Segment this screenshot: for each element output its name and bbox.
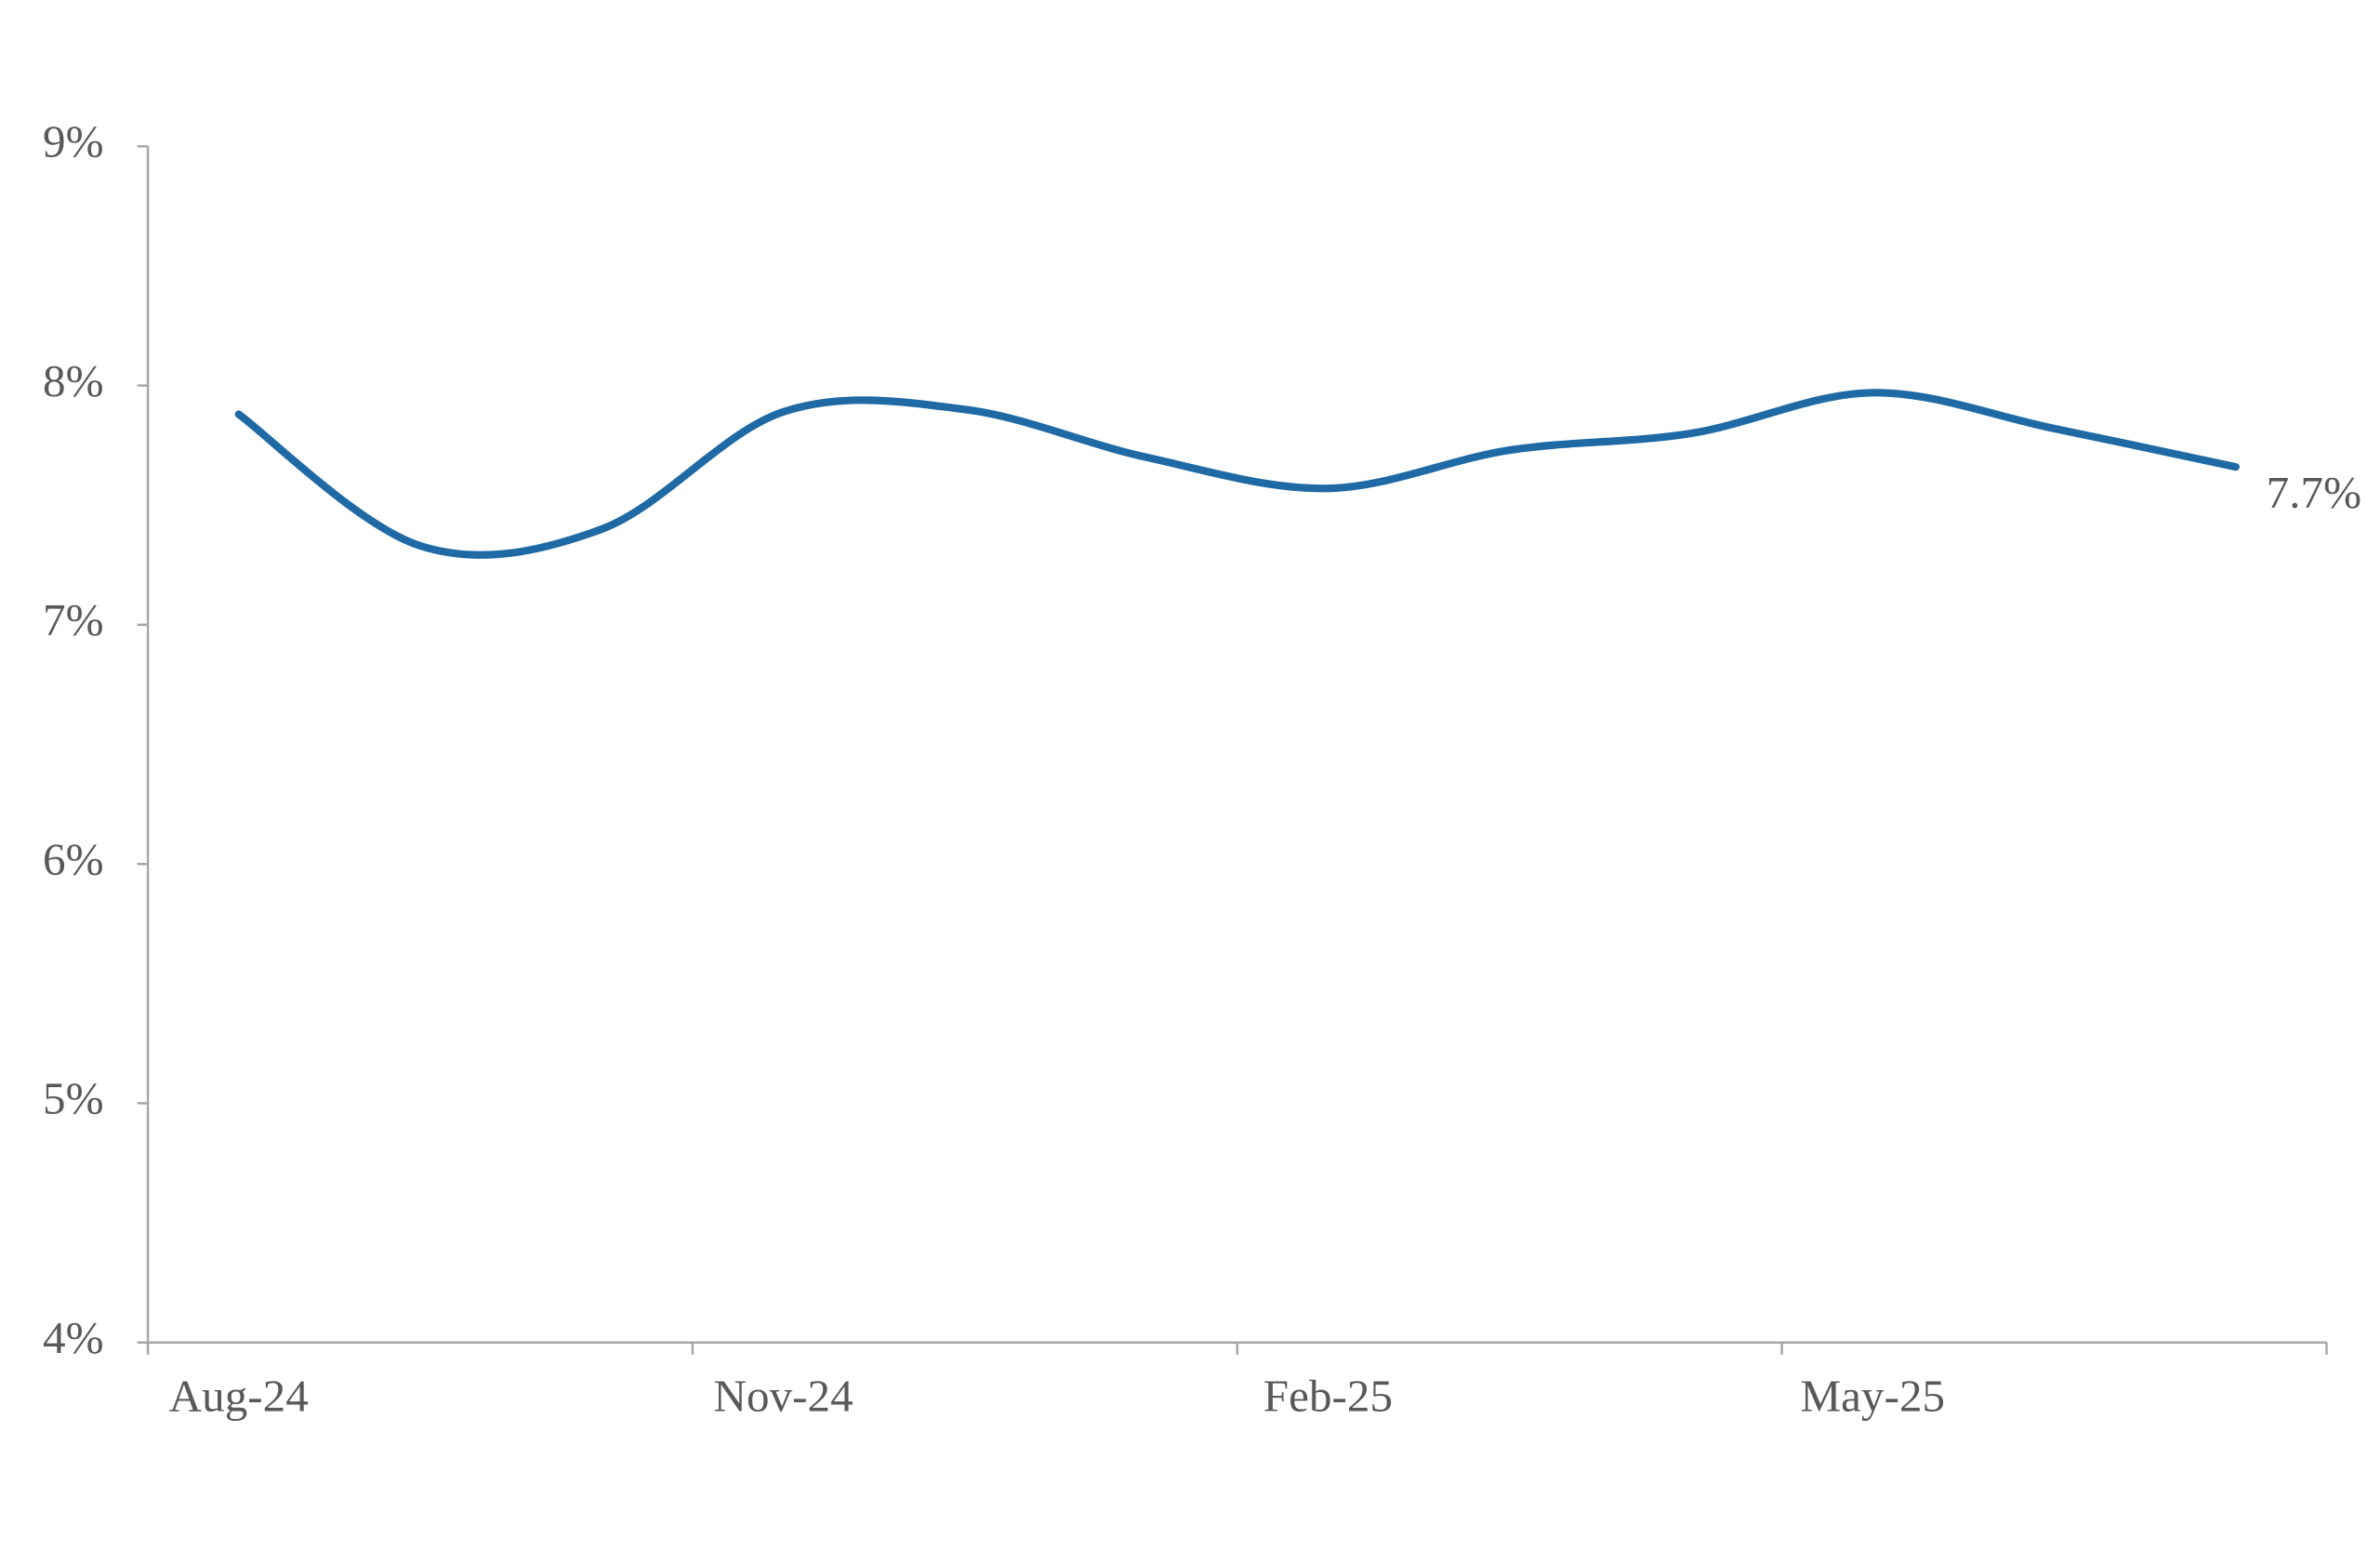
y-tick-label: 8% — [43, 355, 104, 406]
y-tick-label: 7% — [43, 594, 104, 645]
line — [234, 389, 2240, 559]
x-tick-label: Aug-24 — [169, 1370, 309, 1421]
data-label: 7.7% — [2267, 467, 2361, 518]
y-tick-label: 6% — [43, 833, 104, 884]
x-tick-label: Nov-24 — [713, 1370, 853, 1421]
y-tick-label: 9% — [43, 116, 104, 167]
y-tick-label: 5% — [43, 1073, 104, 1124]
x-tick-label: Feb-25 — [1263, 1370, 1393, 1421]
x-tick-label: May-25 — [1800, 1370, 1945, 1421]
y-tick-label: 4% — [43, 1312, 104, 1363]
